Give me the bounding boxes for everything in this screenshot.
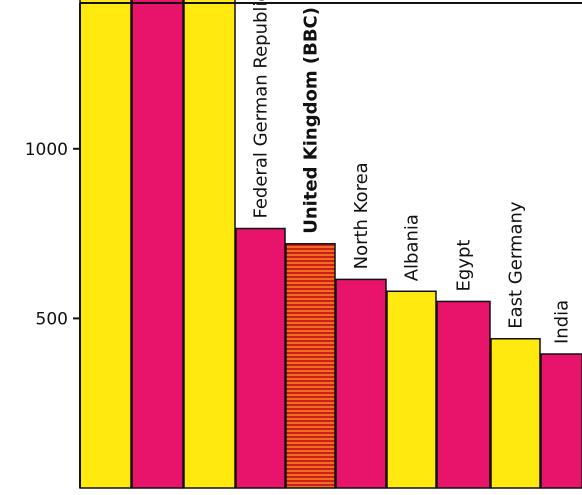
bar-republic-of-china	[183, 0, 236, 489]
bar-egypt	[436, 300, 491, 489]
y-axis: 5001000150020002500	[25, 2, 582, 488]
bar-label-egypt: Egypt	[454, 240, 475, 292]
bar-united-kingdom-bbc	[285, 243, 336, 489]
bar-albania	[386, 290, 437, 489]
y-tick-label-500: 500	[36, 309, 68, 329]
bar-label-north-korea: North Korea	[351, 162, 372, 269]
y-tick-label-1000: 1000	[25, 140, 68, 160]
bar-india	[540, 353, 582, 489]
bar-label-east-germany: East Germany	[506, 201, 527, 329]
bar-east-germany	[490, 338, 541, 489]
bar-label-united-kingdom-bbc: United Kingdom (BBC)	[301, 7, 322, 234]
bar-usa	[131, 0, 184, 489]
bar-federal-german-republic	[235, 227, 286, 489]
bar-label-albania: Albania	[402, 214, 423, 281]
bar-label-federal-german-republic: Federal German Republic	[251, 0, 272, 219]
bar-labels-layer: USSRUSARepublic of ChinaFederal German R…	[251, 0, 573, 344]
bar-ussr	[79, 0, 132, 489]
bar-label-india: India	[552, 300, 573, 344]
bar-north-korea	[335, 278, 387, 489]
bars-layer	[79, 0, 582, 489]
